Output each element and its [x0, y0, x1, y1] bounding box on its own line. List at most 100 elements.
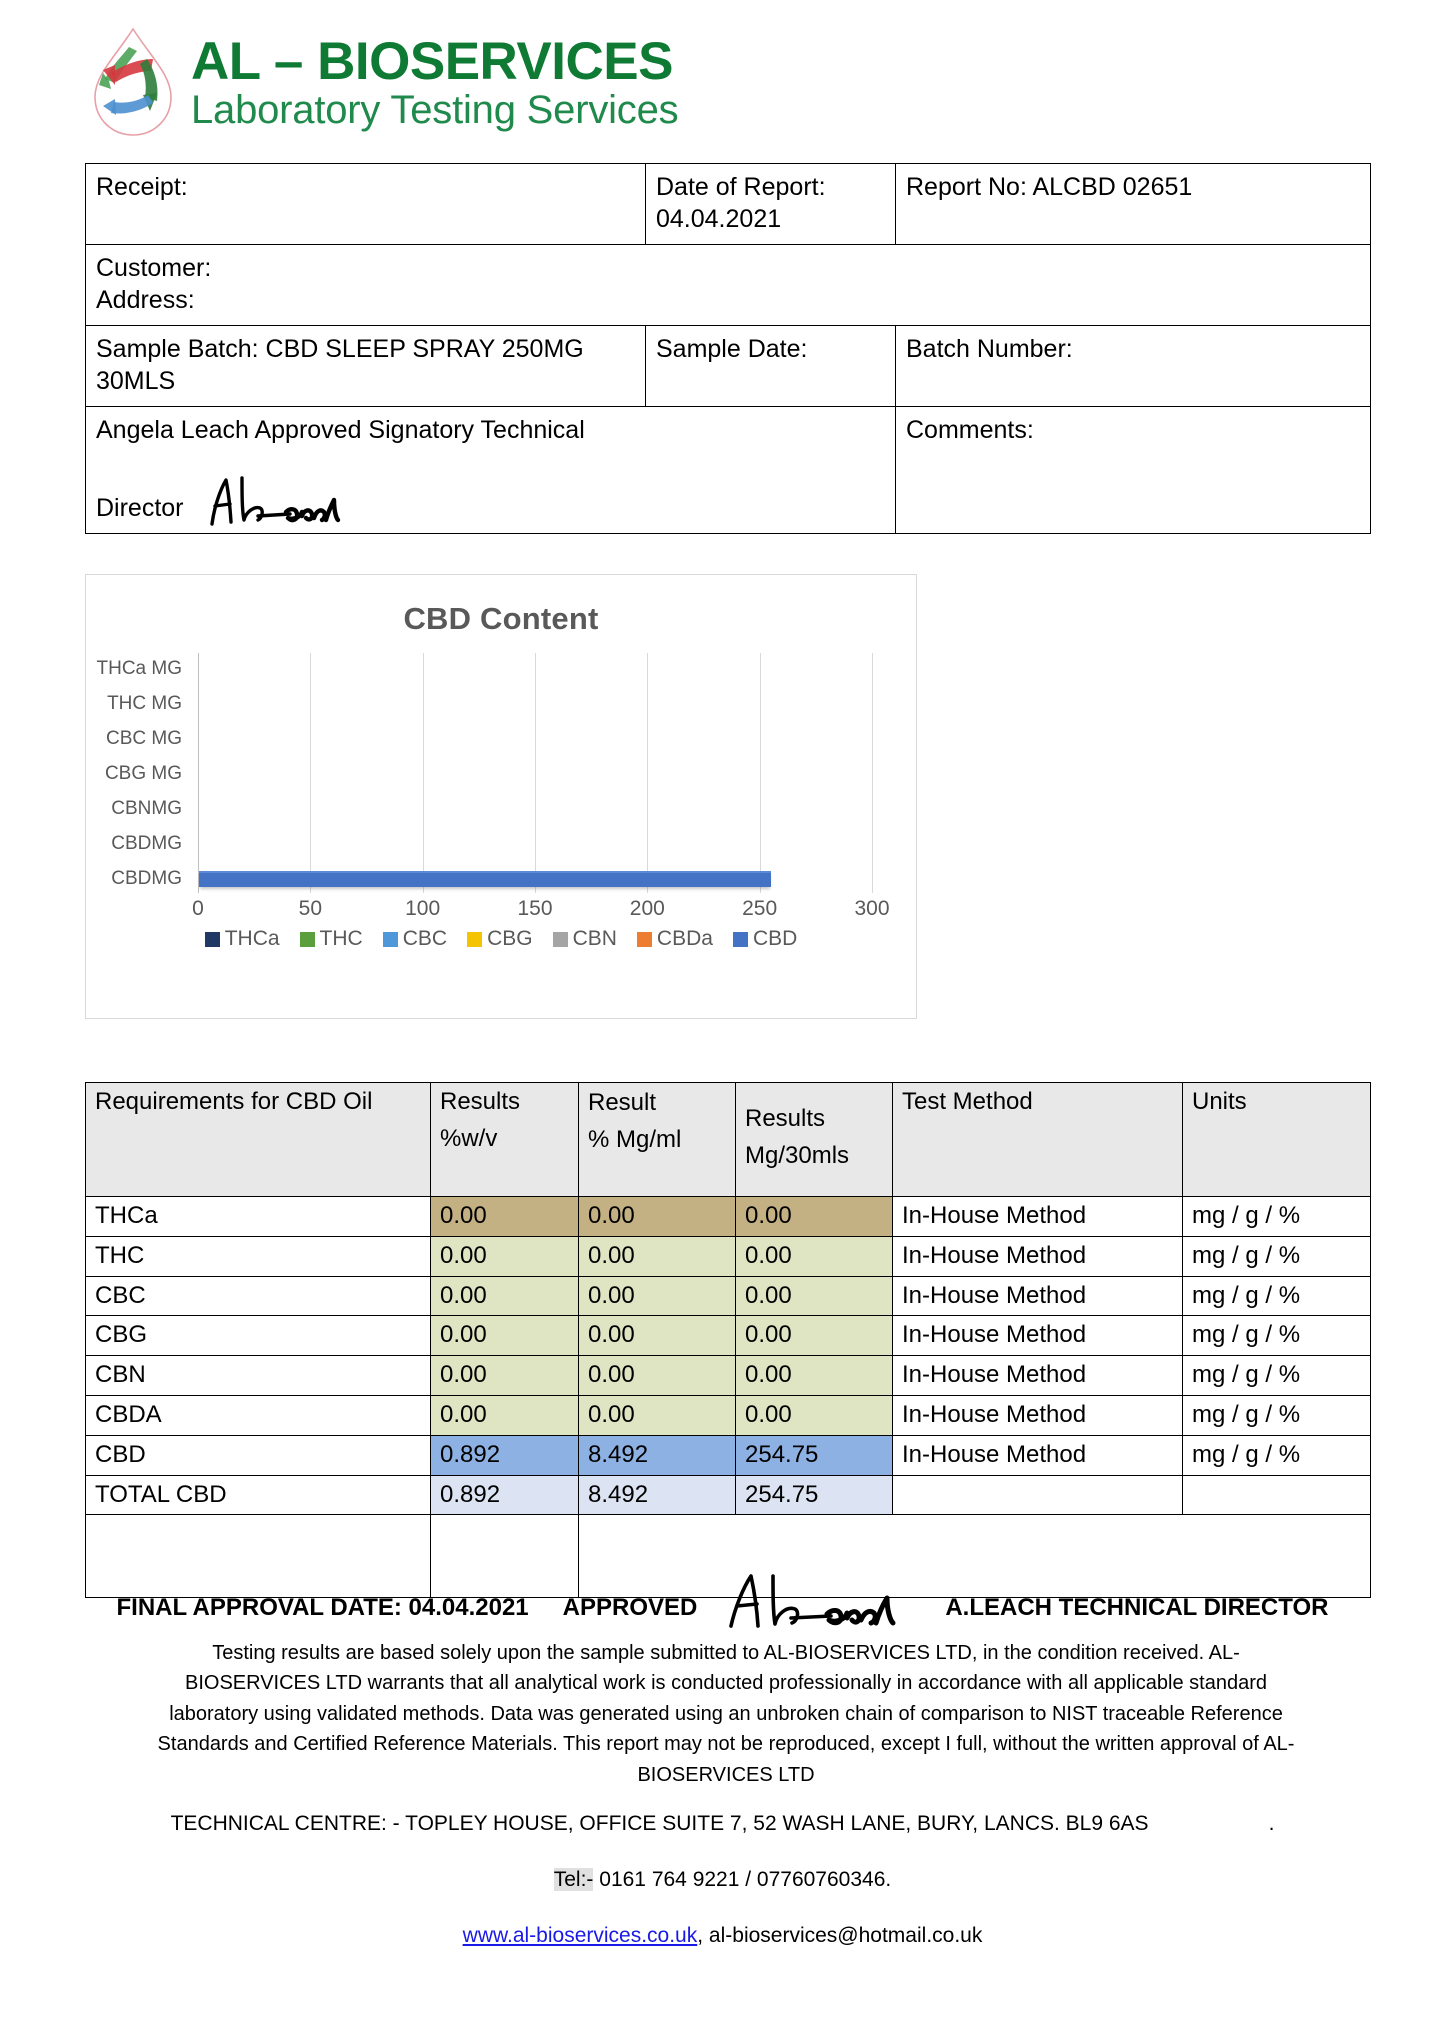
cell-empty [430, 1514, 579, 1599]
col-header-units: Units [1182, 1082, 1371, 1197]
info-row-customer: Customer: Address: [85, 244, 1371, 326]
info-row-signatory: Angela Leach Approved Signatory Technica… [85, 406, 1371, 534]
cell-method: In-House Method [892, 1434, 1183, 1476]
cell-units: mg / g / % [1182, 1315, 1371, 1357]
legend-swatch [732, 931, 748, 947]
y-tick-label: CBDMG [111, 868, 182, 889]
chart-plot-area: THCa MG THC MG CBC MG CBG MG CBNMG CBDMG… [86, 653, 916, 953]
cell-mg30: 254.75 [735, 1434, 893, 1476]
col-header-results-wv: Results %w/v [430, 1082, 579, 1197]
y-tick-label: CBNMG [111, 798, 182, 819]
table-row: THC 0.00 0.00 0.00 In-House Method mg / g / % [85, 1235, 1371, 1277]
legend-label: CBN [572, 927, 617, 950]
cell-mgml: 8.492 [578, 1474, 736, 1516]
legend-item[interactable]: THC [299, 927, 363, 951]
table-row: CBC 0.00 0.00 0.00 In-House Method mg / g / % [85, 1275, 1371, 1317]
final-approval-date: FINAL APPROVAL DATE: 04.04.2021 [116, 1594, 529, 1621]
cell-method [892, 1474, 1183, 1516]
cell-name: CBC [85, 1275, 431, 1317]
results-header-row: Requirements for CBD Oil Results %w/v Re… [85, 1082, 1371, 1197]
legend-swatch [467, 931, 483, 947]
sample-batch-cell: Sample Batch: CBD SLEEP SPRAY 250MG 30ML… [85, 325, 646, 407]
legend-item[interactable]: CBD [732, 927, 797, 951]
col-header-test-method: Test Method [892, 1082, 1183, 1197]
cell-mgml: 0.00 [578, 1394, 736, 1436]
y-tick-label: CBG MG [104, 763, 182, 784]
address-label: Address: [96, 286, 195, 314]
sample-date-cell: Sample Date: [645, 325, 896, 407]
cell-mgml: 0.00 [578, 1235, 736, 1277]
cell-method: In-House Method [892, 1315, 1183, 1357]
col-header-line2: Mg/30mls [745, 1141, 850, 1169]
brand-text: AL – BIOSERVICES Laboratory Testing Serv… [191, 31, 679, 132]
x-tick-label: 200 [629, 897, 665, 920]
chart-title: CBD Content [403, 601, 599, 636]
approved-label: APPROVED [562, 1594, 698, 1621]
cell-method: In-House Method [892, 1275, 1183, 1317]
legend-swatch [204, 931, 220, 947]
cell-mgml: 0.00 [578, 1315, 736, 1357]
footer-tel-prefix: Tel:- [553, 1868, 594, 1891]
y-tick-label: THC MG [107, 693, 182, 714]
legend-swatch [299, 931, 315, 947]
cell-wv: 0.00 [430, 1196, 579, 1237]
footer-tel-number: 0161 764 9221 / 07760760346. [593, 1868, 892, 1891]
cell-name: CBD [85, 1434, 431, 1476]
footer-email: al-bioservices@hotmail.co.uk [708, 1924, 983, 1947]
cell-units: mg / g / % [1182, 1394, 1371, 1436]
legend-label: THC [319, 927, 363, 950]
approval-signature-image [719, 1572, 909, 1632]
legend-item[interactable]: CBN [552, 927, 617, 951]
results-table: Requirements for CBD Oil Results %w/v Re… [85, 1082, 1371, 1599]
cell-wv: 0.892 [430, 1474, 579, 1516]
legend-item[interactable]: CBG [467, 927, 533, 951]
cell-wv: 0.00 [430, 1355, 579, 1396]
recycle-droplet-logo-icon [85, 23, 181, 141]
comments-cell: Comments: [895, 406, 1371, 534]
cell-empty [578, 1514, 1371, 1599]
cell-method: In-House Method [892, 1355, 1183, 1396]
legend-label: CBG [487, 927, 533, 950]
legend-swatch [382, 931, 398, 947]
receipt-cell: Receipt: [85, 163, 646, 245]
cell-mg30: 0.00 [735, 1235, 893, 1277]
table-row: CBD 0.892 8.492 254.75 In-House Method mg / g… [85, 1434, 1371, 1476]
col-header-line2: %w/v [440, 1124, 498, 1152]
date-of-report-value: 04.04.2021 [656, 205, 782, 233]
chart-gridline [647, 653, 649, 893]
x-tick-label: 300 [854, 897, 890, 920]
cell-wv: 0.892 [430, 1434, 579, 1476]
cbd-content-chart: CBD Content THCa MG THC MG CBC MG CBG MG… [85, 574, 917, 1019]
technical-director-label: A.LEACH TECHNICAL DIRECTOR [945, 1594, 1329, 1621]
col-header-line1: Results [440, 1088, 521, 1115]
chart-gridline [422, 653, 424, 893]
legend-label: CBC [402, 927, 448, 950]
cell-units [1182, 1474, 1371, 1516]
table-row: THCa 0.00 0.00 0.00 In-House Method mg / g / … [85, 1196, 1371, 1237]
date-of-report-cell: Date of Report: 04.04.2021 [645, 163, 896, 245]
cell-mgml: 0.00 [578, 1275, 736, 1317]
col-header-line2: % Mg/ml [588, 1125, 682, 1153]
y-tick-label: CBC MG [106, 728, 182, 749]
website-link[interactable]: www.al-bioservices.co.uk [462, 1924, 698, 1947]
cell-mgml: 8.492 [578, 1434, 736, 1476]
date-of-report-label: Date of Report: [656, 173, 826, 201]
signatory-line2: Director [96, 494, 184, 522]
brand-tagline: Laboratory Testing Services [191, 87, 679, 132]
cell-name: THC [85, 1235, 431, 1277]
table-row: TOTAL CBD 0.892 8.492 254.75 [85, 1474, 1371, 1516]
legend-item[interactable]: THCa [204, 927, 280, 951]
table-row: CBN 0.00 0.00 0.00 In-House Method mg / g / % [85, 1355, 1371, 1396]
legend-item[interactable]: CBDa [636, 927, 713, 951]
brand-name: AL – BIOSERVICES [191, 31, 673, 91]
footer-address-dot: . [1268, 1812, 1275, 1835]
legend-label: CBDa [656, 927, 713, 950]
cell-method: In-House Method [892, 1235, 1183, 1277]
x-tick-label: 100 [405, 897, 441, 920]
report-header: AL – BIOSERVICES Laboratory Testing Serv… [85, 12, 679, 152]
legend-item[interactable]: CBC [382, 927, 448, 951]
table-row-blank [85, 1514, 1371, 1599]
cell-mgml: 0.00 [578, 1355, 736, 1396]
table-row: CBDA 0.00 0.00 0.00 In-House Method mg / g / … [85, 1394, 1371, 1436]
